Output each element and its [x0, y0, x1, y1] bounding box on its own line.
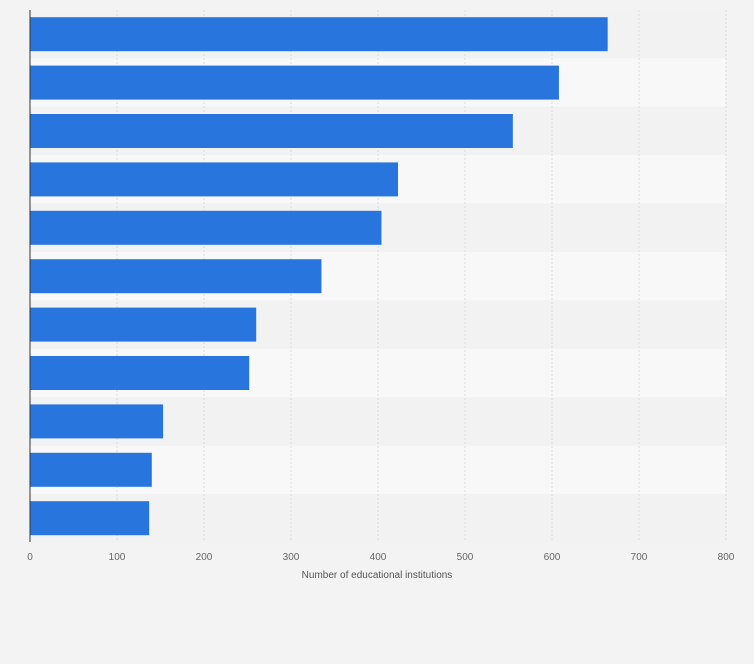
bar [30, 17, 608, 52]
bar [30, 452, 152, 487]
x-tick-label: 400 [370, 552, 387, 563]
x-tick-label: 600 [544, 552, 561, 563]
bar [30, 162, 399, 197]
bar [30, 356, 250, 390]
x-tick-label: 0 [27, 552, 33, 563]
x-tick-label: 200 [196, 552, 213, 563]
bar [30, 65, 559, 100]
bar [30, 210, 382, 245]
x-tick-labels: 0 100 200 300 400 500 600 700 800 [27, 552, 735, 563]
bar [30, 259, 322, 294]
x-axis-label: Number of educational institutions [302, 570, 453, 581]
bar [30, 404, 164, 439]
x-tick-label: 500 [457, 552, 474, 563]
bar [30, 307, 257, 342]
x-tick-label: 700 [631, 552, 648, 563]
bars [30, 17, 608, 536]
bar [30, 114, 513, 148]
x-tick-label: 300 [283, 552, 300, 563]
x-tick-label: 800 [718, 552, 735, 563]
x-tick-label: 100 [109, 552, 126, 563]
bar [30, 501, 150, 536]
